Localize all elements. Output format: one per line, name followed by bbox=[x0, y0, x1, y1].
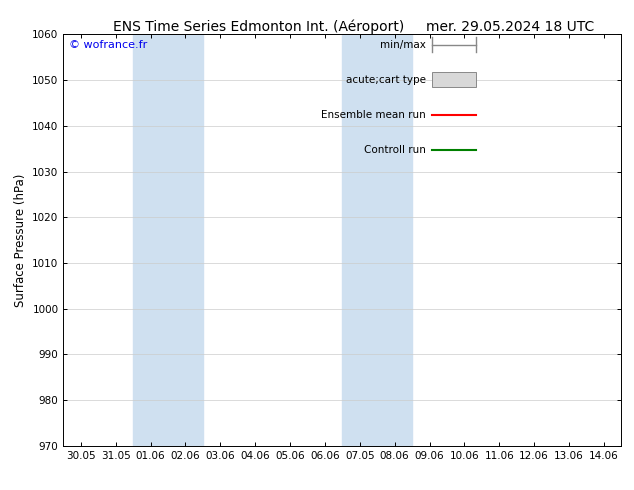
Bar bbox=[342, 34, 412, 446]
Text: ENS Time Series Edmonton Int. (Aéroport): ENS Time Series Edmonton Int. (Aéroport) bbox=[113, 20, 404, 34]
Text: acute;cart type: acute;cart type bbox=[346, 74, 426, 85]
Text: Controll run: Controll run bbox=[364, 145, 426, 154]
Bar bbox=[133, 34, 203, 446]
Text: © wofrance.fr: © wofrance.fr bbox=[69, 41, 147, 50]
Text: mer. 29.05.2024 18 UTC: mer. 29.05.2024 18 UTC bbox=[425, 20, 594, 34]
Text: Ensemble mean run: Ensemble mean run bbox=[321, 110, 426, 120]
Y-axis label: Surface Pressure (hPa): Surface Pressure (hPa) bbox=[14, 173, 27, 307]
Text: min/max: min/max bbox=[380, 40, 426, 49]
FancyBboxPatch shape bbox=[432, 72, 476, 87]
